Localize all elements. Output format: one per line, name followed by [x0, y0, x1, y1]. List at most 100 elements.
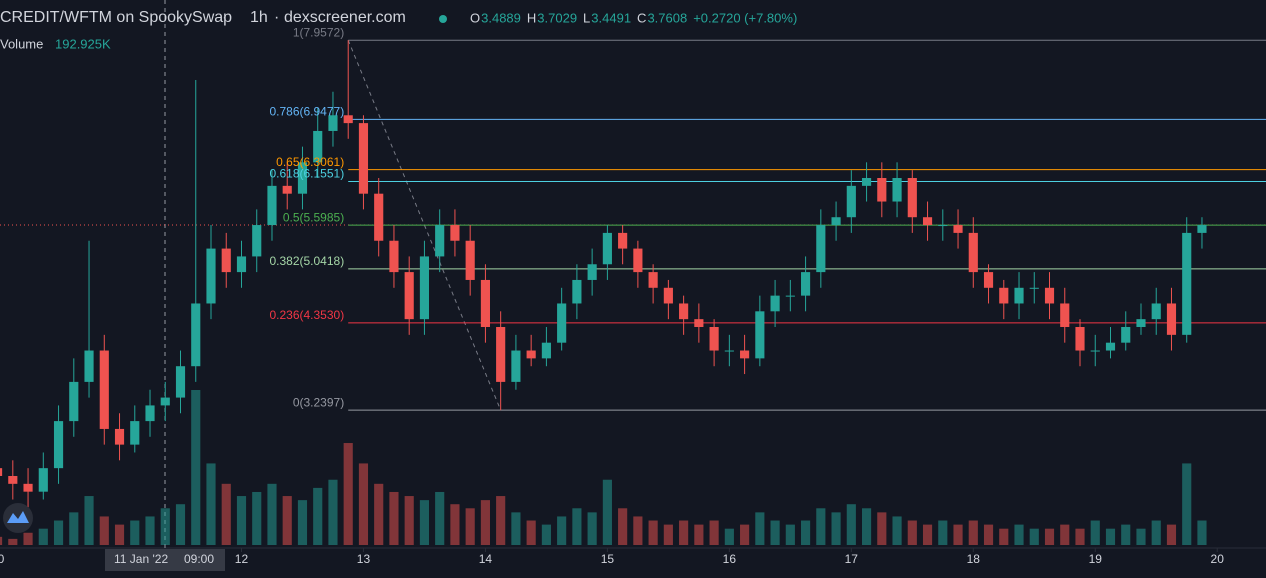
volume-bar — [648, 520, 658, 545]
volume-bar — [114, 524, 125, 545]
candle-body — [175, 366, 186, 398]
candle-body — [450, 225, 460, 241]
volume-bar — [968, 520, 978, 545]
candle-body — [709, 327, 719, 351]
candle-body — [145, 405, 155, 422]
ohlc-item: H — [527, 10, 536, 25]
volume-bar — [602, 479, 612, 545]
candle-body — [313, 130, 323, 163]
volume-bar — [1197, 520, 1207, 545]
volume-bar — [938, 520, 948, 545]
candle-body — [480, 279, 490, 327]
volume-bar — [23, 532, 33, 545]
candle-body — [496, 327, 506, 382]
volume-bar — [160, 508, 170, 545]
candle-body — [236, 256, 247, 273]
candle-body — [0, 468, 3, 476]
crosshair-label-box — [105, 549, 225, 571]
volume-bar — [709, 520, 719, 545]
candle-body — [724, 350, 734, 352]
volume-bar — [1151, 520, 1161, 545]
x-tick-label: 10 — [0, 552, 5, 566]
volume-bar — [679, 520, 689, 545]
volume-bar — [1105, 528, 1116, 545]
ohlc-item: C — [637, 10, 646, 25]
candle-body — [770, 295, 780, 312]
ohlc-item: 3.4889 — [481, 10, 521, 25]
volume-bar — [99, 516, 109, 545]
candle-body — [755, 311, 765, 359]
volume-bar — [191, 390, 201, 545]
volume-bar — [8, 538, 18, 545]
candle-body — [1029, 287, 1039, 289]
volume-bar — [770, 520, 780, 545]
candle-body — [419, 256, 430, 320]
volume-bar — [755, 512, 765, 545]
volume-bar — [694, 524, 704, 545]
volume-bar — [145, 516, 155, 545]
candle-body — [328, 115, 338, 131]
candle-body — [465, 240, 475, 280]
ohlc-item: O — [470, 10, 480, 25]
interval: 1h — [250, 9, 268, 26]
volume-bar — [724, 528, 734, 545]
candle-body — [374, 193, 384, 241]
pair-title: CREDIT/WFTM on SpookySwap — [0, 9, 232, 26]
candle-body — [282, 185, 292, 194]
volume-bar — [1182, 463, 1192, 545]
volume-bar — [328, 479, 338, 545]
volume-bar — [1075, 528, 1085, 545]
candle-body — [160, 397, 170, 406]
candle-body — [23, 483, 33, 492]
x-tick-label: 15 — [601, 552, 615, 566]
candle-body — [8, 475, 18, 484]
volume-bar — [785, 524, 795, 545]
candle-body — [846, 185, 856, 218]
x-tick-label: 16 — [723, 552, 737, 566]
volume-bar — [922, 524, 933, 545]
candle-body — [587, 264, 597, 280]
ohlc-item: +0.2720 (+7.80%) — [693, 10, 797, 25]
crosshair-date: 11 Jan '22 — [114, 552, 168, 566]
x-tick-label: 13 — [357, 552, 371, 566]
candle-body — [435, 225, 445, 257]
candle-body — [983, 272, 994, 288]
x-tick-label: 14 — [479, 552, 493, 566]
ohlc-item: 3.7608 — [647, 10, 687, 25]
crosshair-time: 09:00 — [184, 552, 214, 566]
volume-bar — [663, 524, 673, 545]
separator: · — [222, 9, 227, 26]
volume-bar — [496, 496, 506, 545]
volume-bar — [84, 496, 94, 545]
candle-body — [1197, 225, 1207, 233]
fib-label: 0.65(6.3061) — [276, 155, 344, 169]
candle-body — [1182, 232, 1192, 335]
ohlc-item: 3.4491 — [591, 10, 631, 25]
volume-bar — [450, 504, 460, 545]
candle-body — [907, 178, 917, 218]
candle-body — [1060, 303, 1070, 327]
fib-label: 1(7.9572) — [293, 25, 344, 39]
volume-bar — [1029, 528, 1039, 545]
candle-body — [740, 350, 750, 359]
candle-body — [694, 319, 704, 327]
volume-bar — [541, 524, 551, 545]
fib-label: 0.786(6.9477) — [269, 105, 344, 119]
candle-body — [922, 217, 933, 226]
candle-body — [679, 303, 689, 320]
volume-bar — [374, 483, 384, 545]
volume-bar — [419, 500, 430, 545]
candle-body — [1166, 303, 1177, 335]
candle-body — [892, 178, 902, 202]
volume-bar — [877, 512, 887, 545]
volume-bar — [236, 496, 247, 545]
fib-label: 0.5(5.5985) — [283, 210, 344, 224]
fib-label: 0.618(6.1551) — [269, 167, 344, 181]
source: dexscreener.com — [284, 9, 406, 26]
logo[interactable] — [3, 503, 33, 533]
candle-body — [1105, 342, 1116, 351]
separator: · — [274, 9, 279, 26]
x-tick-label: 17 — [845, 552, 859, 566]
volume-bar — [0, 536, 3, 545]
